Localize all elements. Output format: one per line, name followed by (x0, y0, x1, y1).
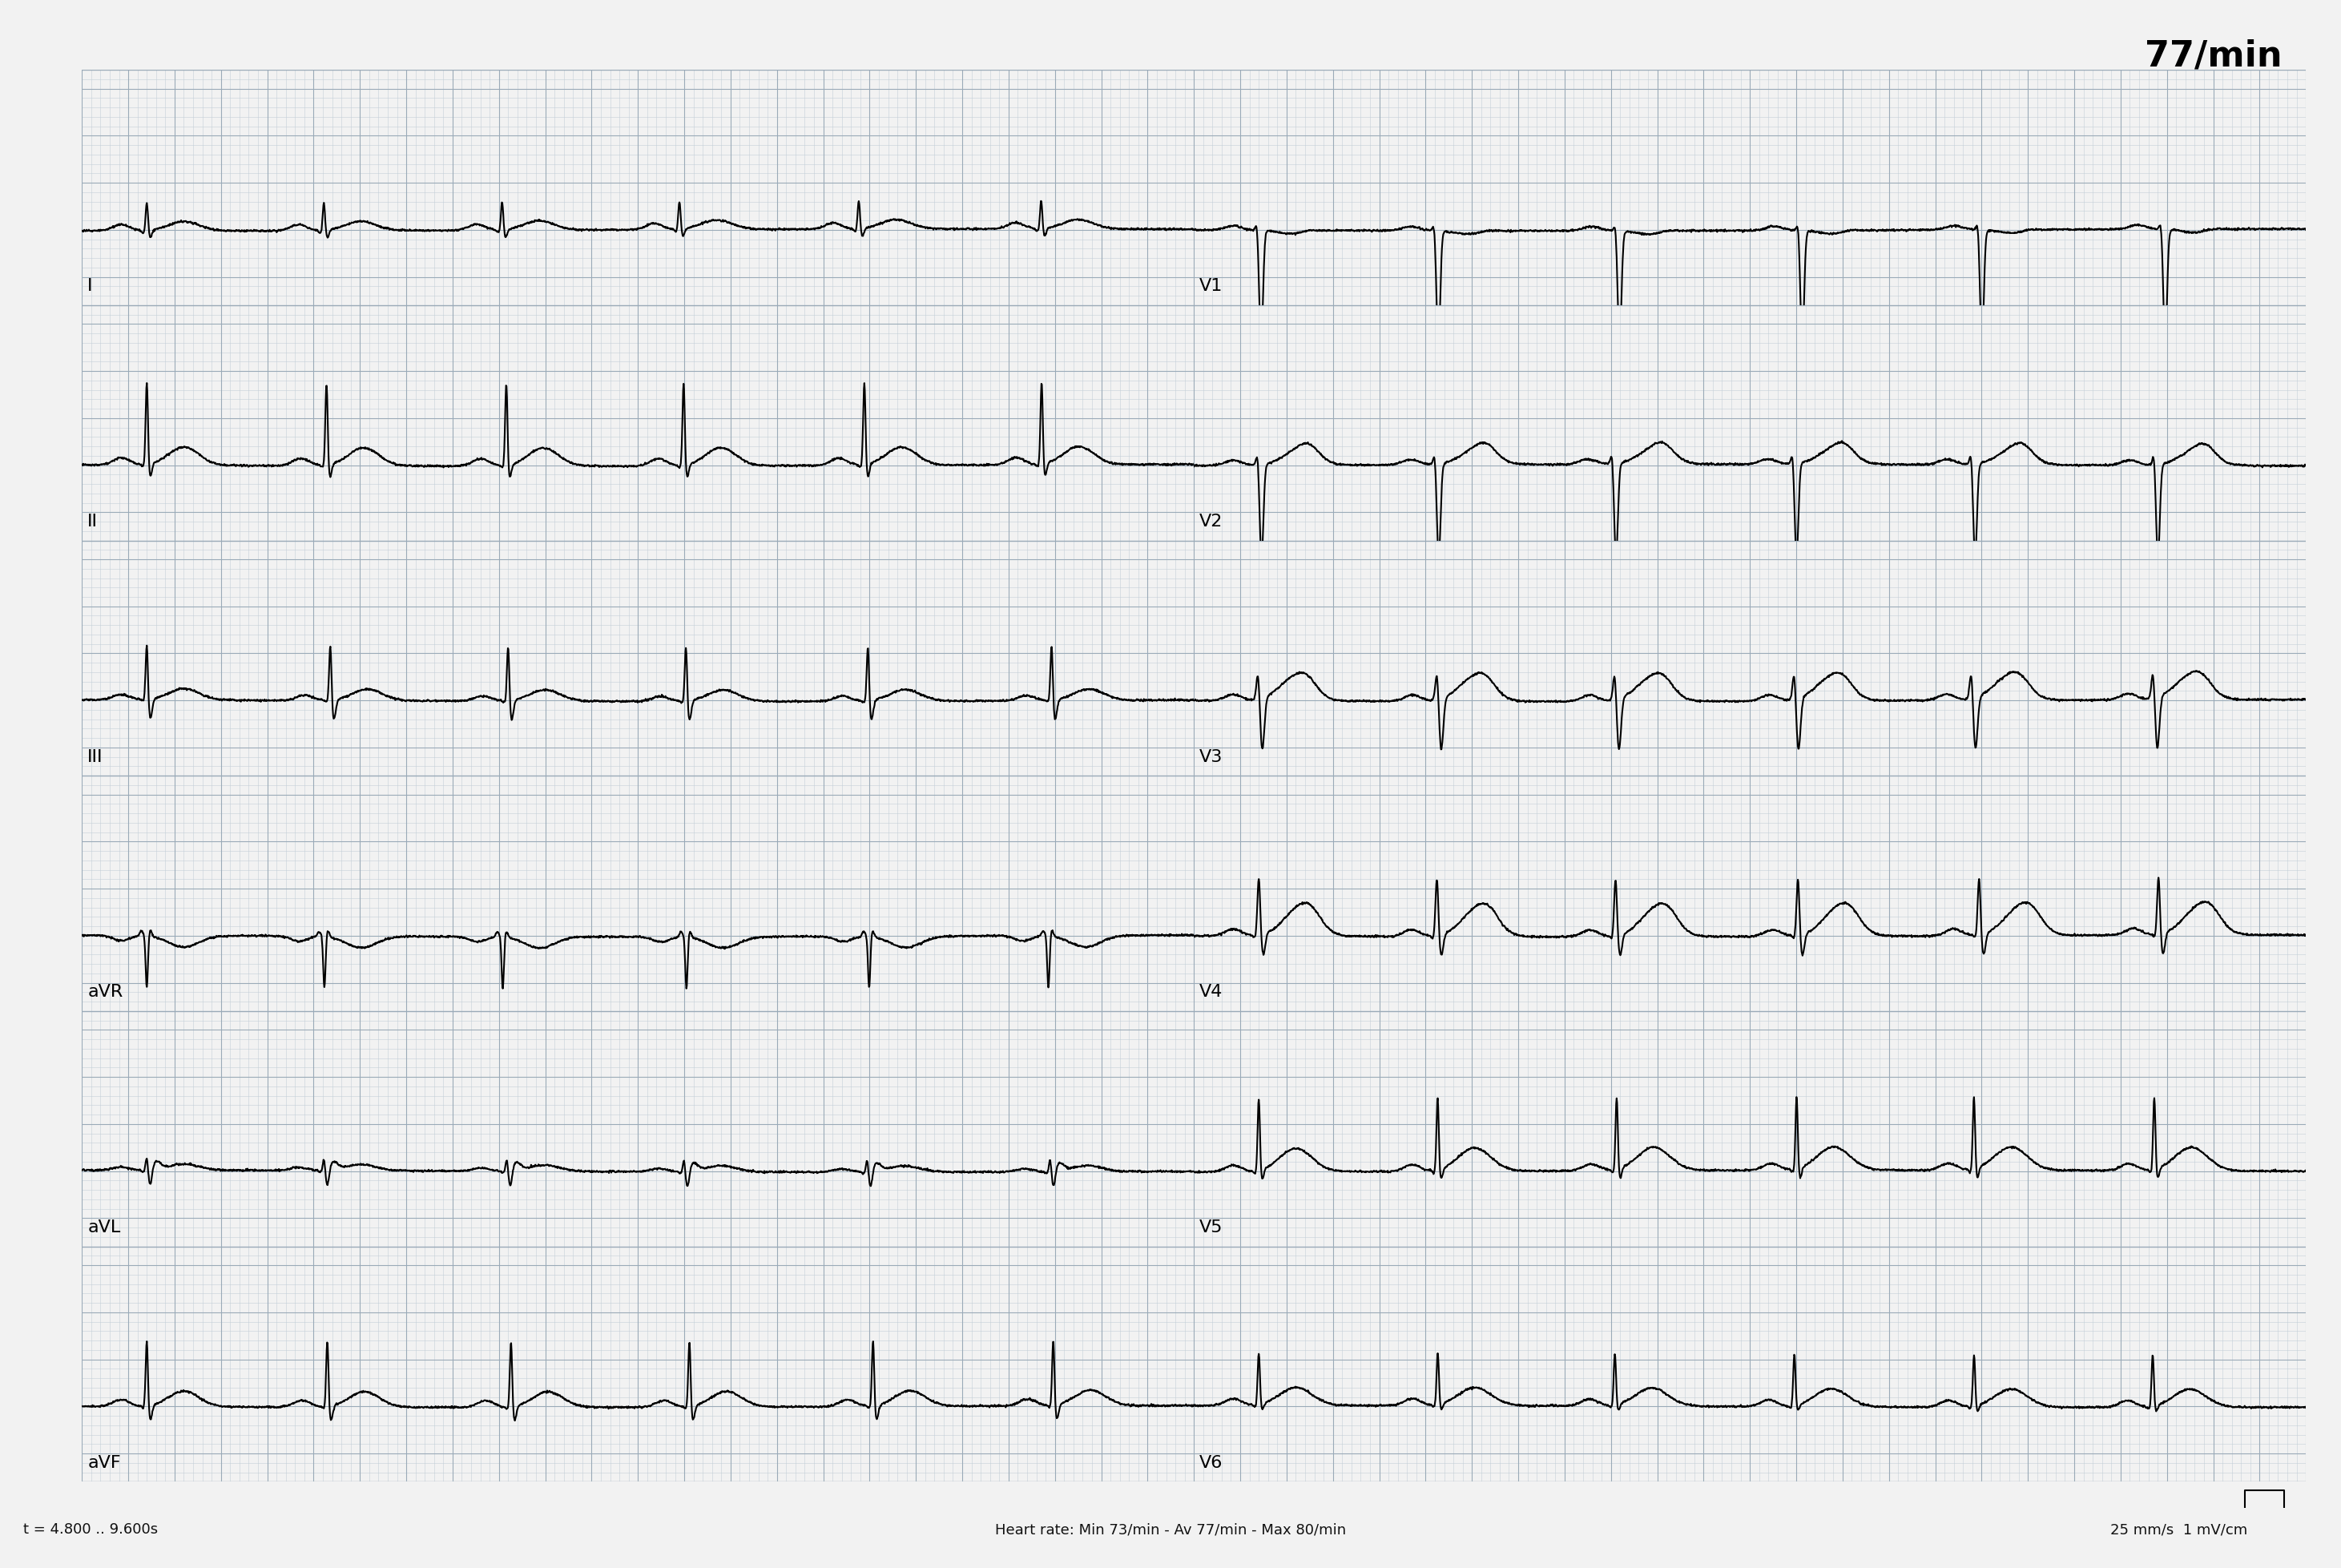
Text: V6: V6 (1199, 1454, 1222, 1471)
Text: aVR: aVR (87, 983, 124, 1000)
Text: II: II (87, 513, 98, 530)
Text: I: I (87, 278, 94, 295)
Text: aVF: aVF (87, 1454, 122, 1471)
Text: 77/min: 77/min (2144, 39, 2282, 74)
Text: V5: V5 (1199, 1218, 1222, 1236)
Text: III: III (87, 748, 103, 765)
Text: V2: V2 (1199, 513, 1222, 530)
Text: Heart rate: Min 73/min - Av 77/min - Max 80/min: Heart rate: Min 73/min - Av 77/min - Max… (995, 1521, 1346, 1537)
Text: t = 4.800 .. 9.600s: t = 4.800 .. 9.600s (23, 1521, 159, 1537)
Text: V4: V4 (1199, 983, 1222, 1000)
Text: aVL: aVL (87, 1218, 119, 1236)
Text: V3: V3 (1199, 748, 1222, 765)
Text: 25 mm/s  1 mV/cm: 25 mm/s 1 mV/cm (2109, 1521, 2247, 1537)
Text: V1: V1 (1199, 278, 1222, 295)
